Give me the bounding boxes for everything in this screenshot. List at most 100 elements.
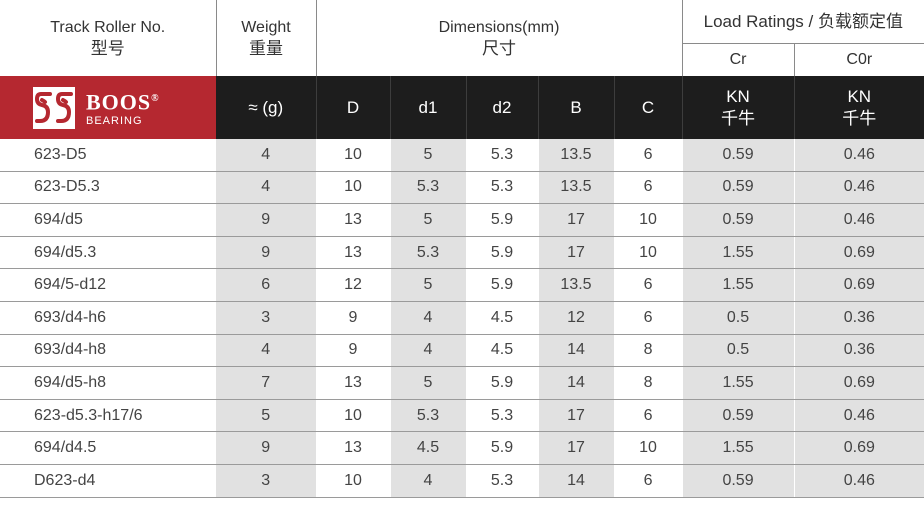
row-cr: 0.59 [682,171,795,205]
row-track-roller-no: 623-D5 [0,139,216,172]
header-dimensions: Dimensions(mm) 尺寸 [316,0,683,76]
row-C: 6 [614,171,683,205]
row-c0r: 0.46 [794,171,924,205]
row-track-roller-no: 694/d5 [0,203,216,237]
row-track-roller-no: 693/d4-h8 [0,334,216,368]
row-C: 8 [614,366,683,400]
row-track-roller-no: 693/d4-h6 [0,301,216,335]
row-d2: 5.9 [466,268,539,302]
row-weight: 9 [216,431,317,465]
header-load-ratings: Load Ratings / 负载额定值 [703,11,903,31]
row-track-roller-no: 694/d5-h8 [0,366,216,400]
row-c0r: 0.69 [794,431,924,465]
table-body: 623-D5 4 10 5 5.3 13.5 6 0.59 0.46 623-D5.3 4 10 5.3… [0,139,924,498]
row-d1: 5 [390,203,467,237]
row-C: 10 [614,203,683,237]
row-c0r: 0.69 [794,366,924,400]
row-C: 6 [614,399,683,433]
row-B: 14 [538,334,615,368]
row-weight: 6 [216,268,317,302]
header-row: Track Roller No. 型号 Weight 重量 Dimensions… [0,0,924,76]
brand-text: BOOS® BEARING [86,88,160,128]
row-d1: 4 [390,334,467,368]
row-cr: 0.59 [682,464,795,498]
row-weight: 7 [216,366,317,400]
row-c0r: 0.36 [794,301,924,335]
row-D: 10 [316,171,391,205]
row-cr: 0.5 [682,334,795,368]
table-row: 693/d4-h6 3 9 4 4.5 12 6 0.5 0.36 [0,301,924,335]
unit-weight: ≈ (g) [216,76,317,139]
row-c0r: 0.46 [794,203,924,237]
row-c0r: 0.36 [794,334,924,368]
table-row: 694/5-d12 6 12 5 5.9 13.5 6 1.55 0.69 [0,268,924,302]
row-weight: 9 [216,236,317,270]
unit-c0r: KN 千牛 [794,76,924,139]
row-cr: 1.55 [682,268,795,302]
brand-logo: BOOS® BEARING [0,76,216,139]
row-cr: 0.59 [682,203,795,237]
row-D: 13 [316,366,391,400]
table-row: 694/d5-h8 7 13 5 5.9 14 8 1.55 0.69 [0,366,924,400]
row-B: 13.5 [538,171,615,205]
header-subrow: Cr C0r [0,42,924,76]
row-weight: 4 [216,139,317,172]
unit-row: BOOS® BEARING ≈ (g) D d1 d2 B C KN 千牛 KN… [0,76,924,139]
row-B: 13.5 [538,139,615,172]
row-B: 17 [538,236,615,270]
row-d2: 5.3 [466,399,539,433]
header-weight: Weight 重量 [216,0,317,76]
row-cr: 1.55 [682,236,795,270]
row-weight: 3 [216,301,317,335]
unit-d1: d1 [390,76,467,139]
row-B: 14 [538,464,615,498]
unit-d2: d2 [466,76,539,139]
row-d1: 4 [390,464,467,498]
row-track-roller-no: 694/d5.3 [0,236,216,270]
header-weight-cn: 重量 [249,39,283,58]
table-row: 623-D5.3 4 10 5.3 5.3 13.5 6 0.59 0.46 [0,171,924,205]
boos-logo-icon [33,86,75,129]
row-c0r: 0.69 [794,268,924,302]
row-c0r: 0.46 [794,399,924,433]
row-d2: 5.9 [466,366,539,400]
row-d2: 5.9 [466,203,539,237]
row-c0r: 0.46 [794,464,924,498]
row-D: 10 [316,464,391,498]
table-row: 623-d5.3-h17/6 5 10 5.3 5.3 17 6 0.59 0.46 [0,399,924,433]
header-track-roller: Track Roller No. 型号 [0,0,217,76]
row-d1: 5 [390,139,467,172]
row-c0r: 0.69 [794,236,924,270]
row-d2: 5.9 [466,236,539,270]
row-D: 13 [316,236,391,270]
unit-D: D [316,76,391,139]
row-B: 12 [538,301,615,335]
row-d2: 5.3 [466,139,539,172]
row-weight: 4 [216,171,317,205]
brand-name: BOOS® [86,89,160,115]
unit-c0r-cn: 千牛 [842,108,877,128]
row-C: 8 [614,334,683,368]
row-weight: 9 [216,203,317,237]
row-track-roller-no: D623-d4 [0,464,216,498]
row-d1: 5.3 [390,171,467,205]
row-weight: 4 [216,334,317,368]
row-C: 10 [614,431,683,465]
row-d1: 5 [390,268,467,302]
header-dimensions-label: Dimensions(mm) [438,19,560,36]
row-cr: 1.55 [682,431,795,465]
row-track-roller-no: 623-d5.3-h17/6 [0,399,216,433]
row-d1: 4 [390,301,467,335]
row-D: 12 [316,268,391,302]
row-d1: 5.3 [390,236,467,270]
header-cr: Cr [682,42,795,76]
row-d2: 4.5 [466,334,539,368]
row-D: 9 [316,334,391,368]
table-row: 694/d4.5 9 13 4.5 5.9 17 10 1.55 0.69 [0,431,924,465]
row-cr: 0.5 [682,301,795,335]
row-B: 14 [538,366,615,400]
row-track-roller-no: 694/d4.5 [0,431,216,465]
row-weight: 5 [216,399,317,433]
header-dimensions-cn: 尺寸 [482,39,517,58]
